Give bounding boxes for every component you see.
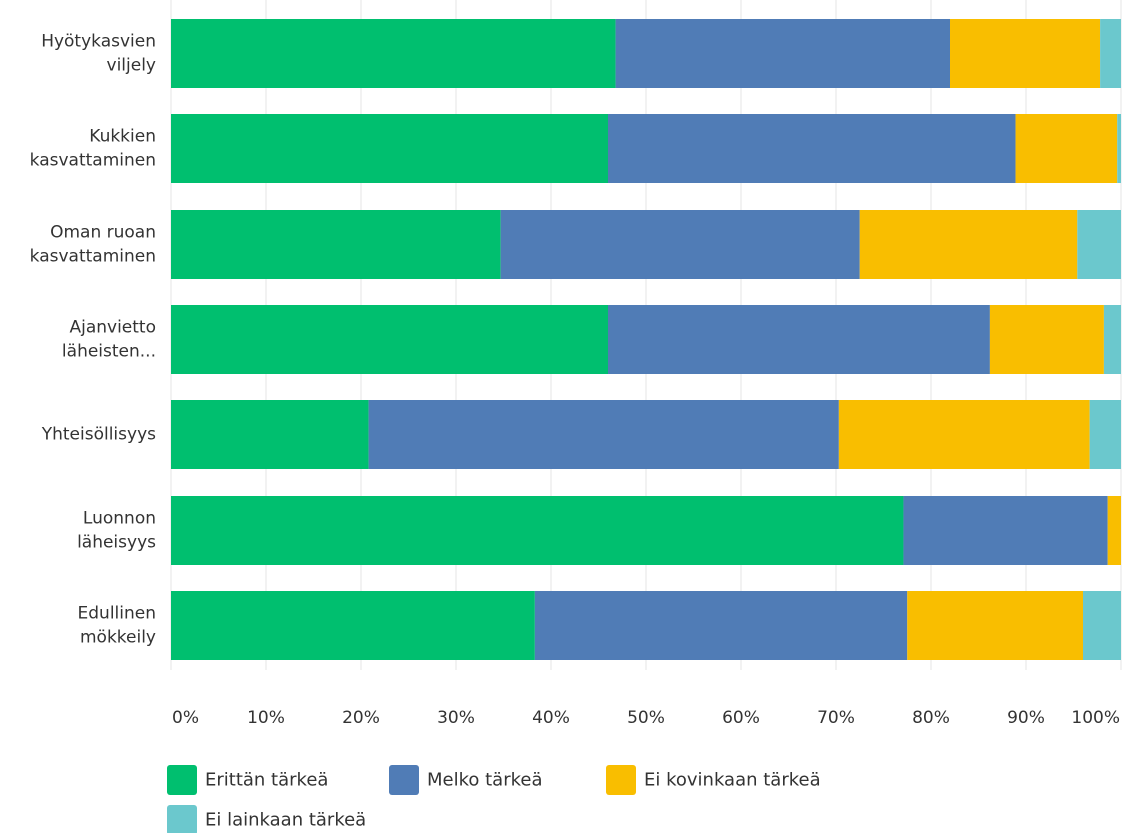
bar-segment-6-2[interactable] — [907, 591, 1083, 660]
legend-swatch — [389, 765, 419, 795]
legend-swatch — [167, 765, 197, 795]
category-label-line: Oman ruoan — [50, 223, 156, 243]
category-label: Yhteisöllisyys — [41, 425, 156, 445]
category-label-line: kasvattaminen — [30, 247, 156, 267]
category-label: Kukkien kasvattaminen — [30, 127, 156, 171]
bar-segment-5-1[interactable] — [903, 496, 1108, 565]
bar-segment-5-0[interactable] — [171, 496, 904, 565]
category-label-line: Edullinen — [78, 604, 156, 624]
bar-segment-3-2[interactable] — [989, 305, 1104, 374]
bar-segment-4-3[interactable] — [1089, 400, 1121, 469]
category-label-line: Kukkien — [89, 127, 156, 147]
x-tick-label: 30% — [437, 708, 475, 728]
x-tick-label: 70% — [817, 708, 855, 728]
legend-label: Erittän tärkeä — [205, 770, 328, 791]
bar-segment-0-1[interactable] — [615, 19, 950, 88]
category-label-line: Ajanvietto — [69, 318, 156, 338]
bar-segment-4-2[interactable] — [838, 400, 1090, 469]
bar-segment-6-0[interactable] — [171, 591, 535, 660]
bar-segment-3-3[interactable] — [1103, 305, 1121, 374]
bar-segment-2-2[interactable] — [859, 210, 1078, 279]
legend-item[interactable]: Ei kovinkaan tärkeä — [606, 765, 821, 795]
bar-segment-6-3[interactable] — [1083, 591, 1121, 660]
legend[interactable]: Erittän tärkeä Melko tärkeä Ei kovinkaan t… — [167, 765, 821, 833]
bar-segment-3-0[interactable] — [171, 305, 608, 374]
category-label-line: mökkeily — [80, 628, 156, 648]
legend-item[interactable]: Melko tärkeä — [389, 765, 543, 795]
bar-segment-1-0[interactable] — [171, 114, 608, 183]
x-tick-label: 80% — [912, 708, 950, 728]
x-tick-label: 50% — [627, 708, 665, 728]
bar-segment-5-2[interactable] — [1107, 496, 1121, 565]
category-label-line: läheisten... — [62, 342, 156, 362]
x-tick-label: 60% — [722, 708, 760, 728]
bars — [171, 19, 1121, 660]
legend-item[interactable]: Erittän tärkeä — [167, 765, 328, 795]
legend-label: Ei lainkaan tärkeä — [205, 810, 366, 831]
bar-segment-1-3[interactable] — [1117, 114, 1121, 183]
bar-segment-0-3[interactable] — [1100, 19, 1121, 88]
x-tick-label: 0% — [172, 708, 199, 728]
bar-segment-2-3[interactable] — [1077, 210, 1121, 279]
bar-segment-1-2[interactable] — [1015, 114, 1118, 183]
category-label: Ajanvietto läheisten... — [62, 318, 156, 362]
category-label-line: kasvattaminen — [30, 151, 156, 171]
category-label-line: viljely — [107, 56, 156, 76]
bar-segment-4-0[interactable] — [171, 400, 369, 469]
legend-label: Ei kovinkaan tärkeä — [644, 770, 821, 791]
bar-segment-1-1[interactable] — [608, 114, 1016, 183]
category-label: Oman ruoan kasvattaminen — [30, 223, 156, 267]
x-tick-label: 40% — [532, 708, 570, 728]
bar-segment-0-0[interactable] — [171, 19, 616, 88]
x-tick-label: 10% — [247, 708, 285, 728]
category-label-line: Hyötykasvien — [41, 32, 156, 52]
x-tick-label: 100% — [1071, 708, 1120, 728]
x-tick-label: 90% — [1007, 708, 1045, 728]
category-label-line: Yhteisöllisyys — [41, 425, 156, 445]
bar-segment-0-2[interactable] — [950, 19, 1101, 88]
category-label: Luonnon läheisyys — [77, 509, 156, 553]
bar-segment-6-1[interactable] — [534, 591, 908, 660]
x-tick-label: 20% — [342, 708, 380, 728]
bar-segment-2-1[interactable] — [500, 210, 860, 279]
legend-item[interactable]: Ei lainkaan tärkeä — [167, 805, 366, 833]
bar-segment-4-1[interactable] — [368, 400, 839, 469]
legend-swatch — [167, 805, 197, 833]
bar-segment-2-0[interactable] — [171, 210, 501, 279]
bar-segment-3-1[interactable] — [608, 305, 990, 374]
category-label: Hyötykasvien viljely — [41, 32, 156, 76]
x-axis-ticks: 0% 10% 20% 30% 40% 50% 60% 70% 80% 90% 100% — [172, 708, 1120, 728]
legend-label: Melko tärkeä — [427, 770, 543, 791]
category-label: Edullinen mökkeily — [78, 604, 156, 648]
legend-swatch — [606, 765, 636, 795]
category-label-line: läheisyys — [77, 533, 156, 553]
category-label-line: Luonnon — [83, 509, 156, 529]
